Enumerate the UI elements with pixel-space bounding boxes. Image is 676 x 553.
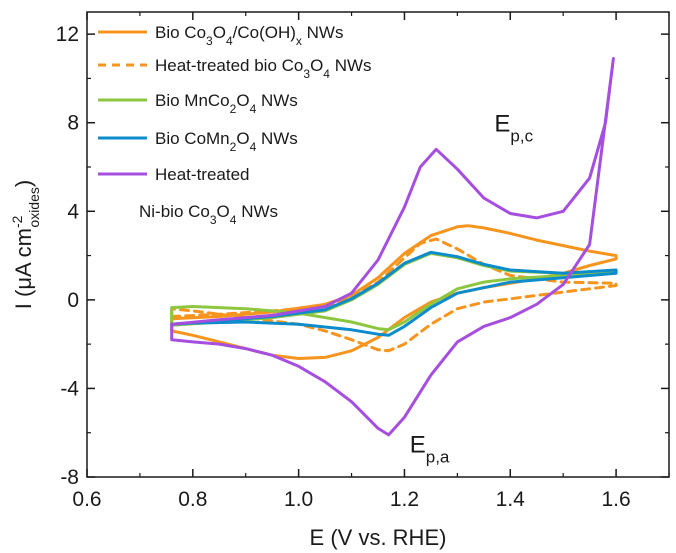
annotations: Ep,c Ep,a	[410, 111, 534, 467]
y-axis-label: I (μA cm-2oxides)	[9, 180, 42, 309]
ticks-layer: 0.6 0.8 1.0 1.2 1.4 1.6 -8 -4 0 4 8 12	[56, 12, 670, 511]
x-tick-label: 1.0	[284, 488, 313, 511]
y-tick-label: 8	[67, 112, 79, 135]
x-tick-label: 1.2	[390, 488, 419, 511]
y-tick-label: -4	[60, 377, 79, 400]
legend-label: Heat-treated	[155, 165, 250, 184]
x-tick-label: 0.6	[72, 488, 101, 511]
series-line-5	[170, 57, 615, 437]
series-line-1	[170, 224, 618, 360]
series-line-4	[170, 250, 618, 337]
peak-label: Ep,a	[410, 432, 450, 467]
x-axis-title: E (V vs. RHE)	[310, 525, 447, 550]
legend-label: Bio MnCo2O4 NWs	[155, 91, 298, 116]
plot-frame	[86, 11, 670, 478]
legend-label: Bio CoMn2O4 NWs	[155, 129, 298, 154]
y-axis-title: I (μA cm-2oxides)	[9, 180, 42, 309]
y-tick-label: -8	[60, 466, 79, 489]
x-tick-label: 1.4	[496, 488, 526, 511]
legend: Bio Co3O4/Co(OH)x NWs Heat-treated bio Co…	[98, 23, 372, 227]
y-tick-label: 0	[67, 289, 79, 312]
series-line-2	[170, 237, 618, 353]
y-tick-label: 4	[67, 200, 79, 223]
y-tick-label: 12	[56, 23, 79, 46]
legend-label: Bio Co3O4/Co(OH)x NWs	[155, 23, 343, 48]
series-layer	[170, 57, 618, 437]
legend-label: Heat-treated bio Co3O4 NWs	[155, 56, 372, 81]
legend-label: Ni-bio Co3O4 NWs	[139, 202, 278, 227]
x-tick-label: 0.8	[178, 488, 207, 511]
x-tick-label: 1.6	[601, 488, 630, 511]
peak-label: Ep,c	[494, 111, 533, 146]
